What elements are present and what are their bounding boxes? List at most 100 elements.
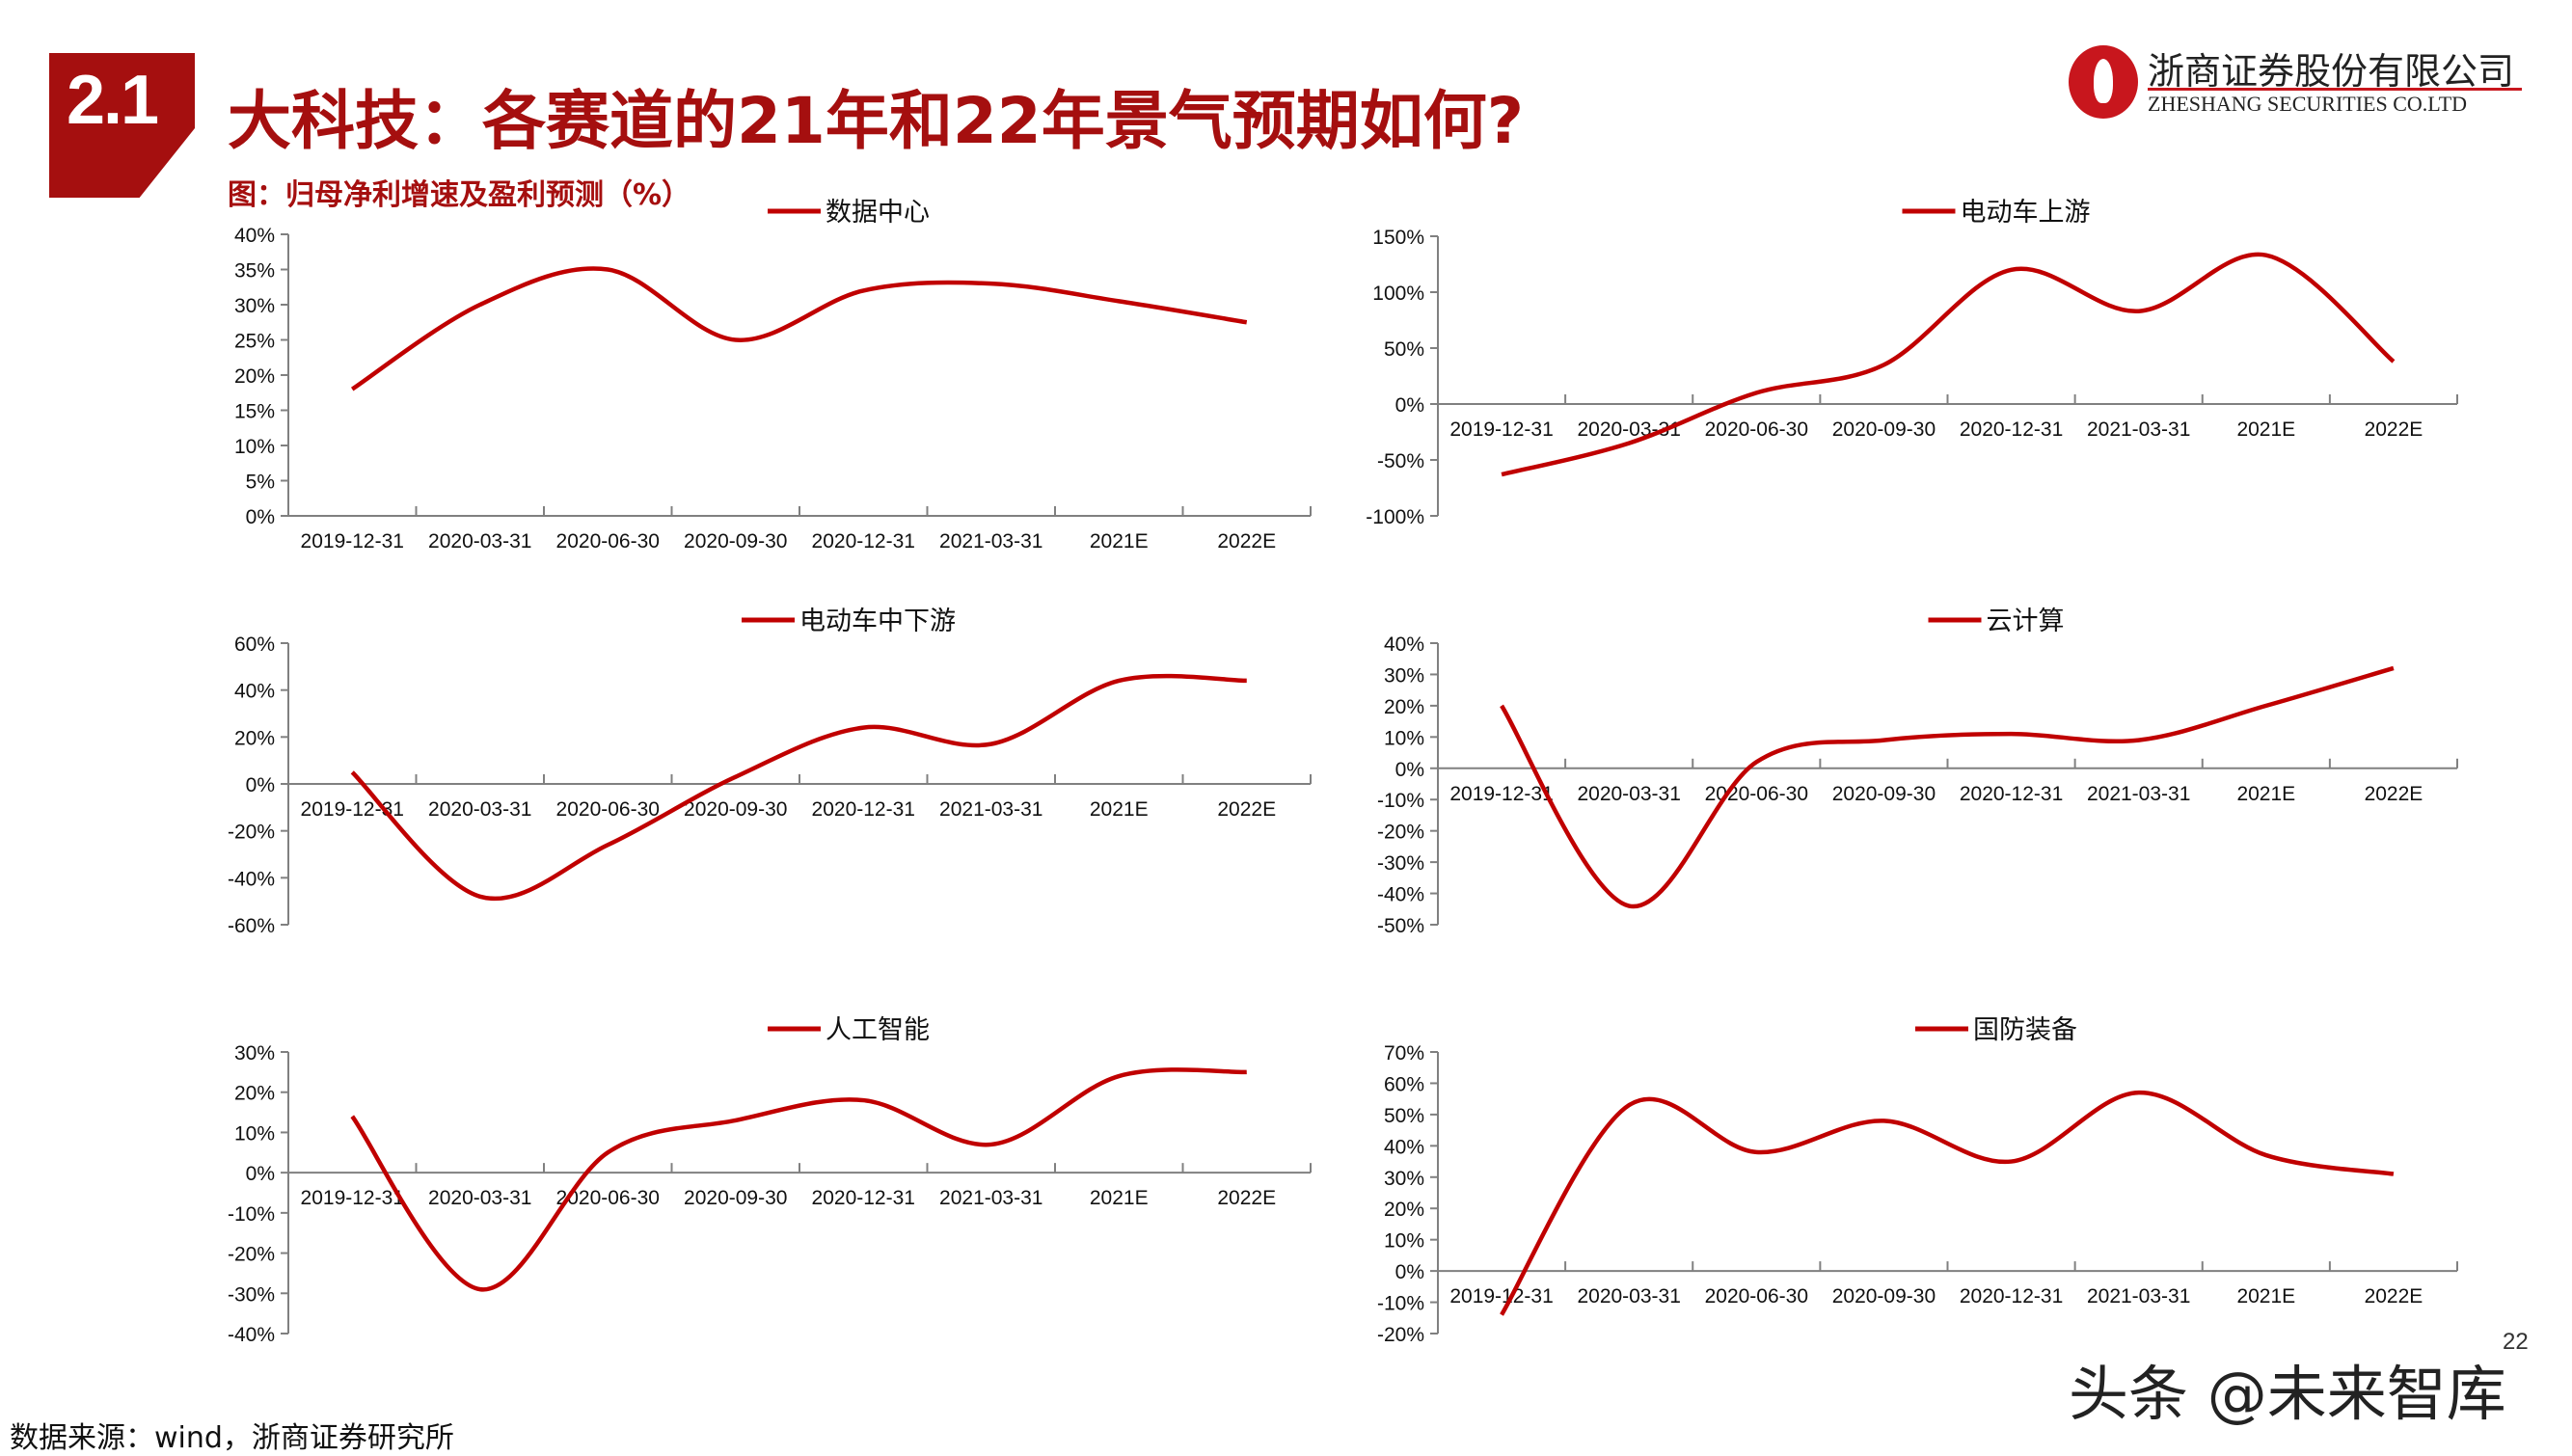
y-tick-label: 0%: [246, 1163, 275, 1185]
y-tick-label: 20%: [234, 1083, 275, 1105]
x-tick-label: 2020-03-31: [428, 530, 531, 553]
x-tick-label: 2021-03-31: [939, 798, 1042, 821]
y-tick-label: -40%: [228, 868, 275, 890]
series-line: [352, 268, 1247, 389]
x-tick-label: 2022E: [2365, 783, 2423, 805]
x-tick-label: 2022E: [1217, 798, 1276, 821]
y-tick-label: -40%: [228, 1324, 275, 1346]
x-tick-label: 2020-03-31: [1577, 783, 1680, 805]
x-tick-label: 2020-09-30: [684, 798, 787, 821]
y-tick-label: 30%: [1384, 1168, 1424, 1190]
x-tick-label: 2019-12-31: [1449, 1285, 1553, 1308]
y-tick-label: 10%: [1384, 727, 1424, 749]
x-tick-label: 2022E: [1217, 530, 1276, 553]
legend: 数据中心: [768, 198, 930, 227]
y-tick-label: 50%: [1384, 338, 1424, 361]
legend: 电动车中下游: [742, 607, 956, 635]
x-tick-label: 2022E: [2365, 1285, 2423, 1308]
y-tick-label: -10%: [228, 1203, 275, 1226]
y-tick-label: 20%: [234, 365, 275, 388]
y-tick-label: 0%: [1395, 1261, 1424, 1283]
series-line: [1502, 255, 2394, 474]
x-tick-label: 2019-12-31: [301, 530, 404, 553]
watermark: 头条 @未来智库: [2069, 1345, 2506, 1432]
y-tick-label: -50%: [1377, 450, 1424, 472]
legend: 电动车上游: [1903, 198, 2091, 227]
legend-label: 电动车上游: [1961, 198, 2091, 227]
legend-label: 国防装备: [1973, 1015, 2077, 1044]
y-tick-label: 10%: [234, 1122, 275, 1145]
x-tick-label: 2020-09-30: [1832, 418, 1936, 441]
y-tick-label: -20%: [1377, 1324, 1424, 1346]
x-tick-label: 2021E: [2236, 783, 2295, 805]
x-tick-label: 2019-12-31: [1449, 418, 1553, 441]
legend-label: 数据中心: [826, 198, 930, 227]
x-tick-label: 2020-09-30: [1832, 1285, 1936, 1308]
y-tick-label: 30%: [234, 295, 275, 317]
y-tick-label: 0%: [246, 774, 275, 796]
y-tick-label: -40%: [1377, 884, 1424, 906]
x-tick-label: 2020-03-31: [428, 1187, 531, 1209]
x-tick-label: 2020-06-30: [1705, 1285, 1808, 1308]
y-tick-label: 30%: [1384, 664, 1424, 687]
series-line: [352, 676, 1247, 899]
y-tick-label: -10%: [1377, 1293, 1424, 1315]
y-tick-label: 30%: [234, 1042, 275, 1065]
y-tick-label: -20%: [1377, 822, 1424, 844]
chart-panel-4: -50%-40%-30%-20%-10%0%10%20%30%40%2019-1…: [1377, 607, 2457, 937]
y-tick-label: 25%: [234, 331, 275, 353]
x-tick-label: 2021E: [2236, 1285, 2295, 1308]
legend-label: 云计算: [1987, 607, 2065, 635]
x-tick-label: 2020-12-31: [1960, 1285, 2063, 1308]
y-tick-label: 20%: [1384, 696, 1424, 718]
y-tick-label: 150%: [1372, 227, 1424, 249]
x-tick-label: 2020-06-30: [1705, 418, 1808, 441]
x-tick-label: 2019-12-31: [301, 1187, 404, 1209]
x-tick-label: 2019-12-31: [1449, 783, 1553, 805]
x-tick-label: 2022E: [1217, 1187, 1276, 1209]
x-tick-label: 2020-12-31: [1960, 418, 2063, 441]
y-tick-label: -50%: [1377, 915, 1424, 937]
x-tick-label: 2021-03-31: [939, 1187, 1042, 1209]
x-tick-label: 2021E: [1090, 530, 1149, 553]
legend: 云计算: [1929, 607, 2065, 635]
data-source: 数据来源：wind，浙商证券研究所: [10, 1414, 454, 1456]
x-tick-label: 2021E: [1090, 1187, 1149, 1209]
y-tick-label: 50%: [1384, 1105, 1424, 1127]
x-tick-label: 2021-03-31: [2087, 1285, 2190, 1308]
x-tick-label: 2021-03-31: [939, 530, 1042, 553]
y-tick-label: 40%: [1384, 1136, 1424, 1158]
x-tick-label: 2020-12-31: [1960, 783, 2063, 805]
x-tick-label: 2021E: [2236, 418, 2295, 441]
y-tick-label: -30%: [1377, 852, 1424, 875]
y-tick-label: 60%: [234, 634, 275, 656]
y-tick-label: -30%: [228, 1283, 275, 1306]
y-tick-label: 10%: [1384, 1230, 1424, 1253]
chart-panel-6: -20%-10%0%10%20%30%40%50%60%70%2019-12-3…: [1377, 1015, 2457, 1346]
x-tick-label: 2020-12-31: [812, 1187, 915, 1209]
legend: 人工智能: [768, 1015, 930, 1044]
x-tick-label: 2022E: [2365, 418, 2423, 441]
x-tick-label: 2020-03-31: [428, 798, 531, 821]
x-tick-label: 2021E: [1090, 798, 1149, 821]
x-tick-label: 2021-03-31: [2087, 418, 2190, 441]
legend-label: 电动车中下游: [799, 607, 956, 635]
legend: 国防装备: [1915, 1015, 2077, 1044]
x-tick-label: 2020-09-30: [684, 530, 787, 553]
x-tick-label: 2020-12-31: [812, 798, 915, 821]
series-line: [1502, 1092, 2394, 1314]
y-tick-label: 70%: [1384, 1042, 1424, 1065]
y-tick-label: 60%: [1384, 1073, 1424, 1095]
y-tick-label: 40%: [1384, 634, 1424, 656]
x-tick-label: 2020-03-31: [1577, 1285, 1680, 1308]
x-tick-label: 2020-12-31: [812, 530, 915, 553]
page-number: 22: [2503, 1329, 2529, 1356]
y-tick-label: 20%: [234, 727, 275, 749]
y-tick-label: 40%: [234, 225, 275, 247]
y-tick-label: 0%: [246, 506, 275, 528]
y-tick-label: 10%: [234, 436, 275, 458]
